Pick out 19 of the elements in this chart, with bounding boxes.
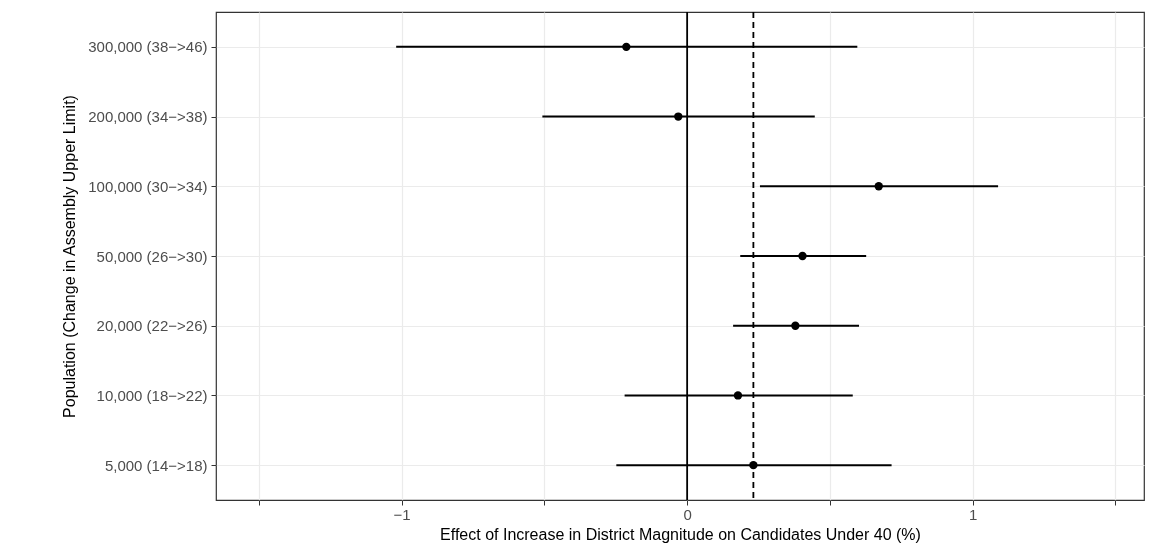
y-tick-label: 5,000 (14−>18) [104,456,208,474]
y-tick-label: 10,000 (18−>22) [96,386,208,404]
y-tick-label: 100,000 (30−>34) [88,177,208,195]
point [622,42,631,52]
point [791,321,800,330]
y-tick-label: 50,000 (26−>30) [96,247,208,265]
y-tick-label: 300,000 (38−>46) [88,38,208,56]
point [798,251,807,261]
point [874,182,883,191]
point [733,391,743,400]
y-tick-label: 20,000 (22−>26) [96,317,208,335]
x-axis-title: Effect of Increase in District Magnitude on Candidates Under 40 (%) [440,525,921,543]
x-tick-label: −1 [393,505,411,523]
point [674,112,683,121]
y-axis-title: Population (Change in Assembly Upper Limit) [61,95,79,418]
x-tick-label: 1 [969,505,978,523]
y-tick-label: 200,000 (34−>38) [88,108,208,126]
point [749,460,758,470]
x-tick-label: 0 [683,505,692,523]
